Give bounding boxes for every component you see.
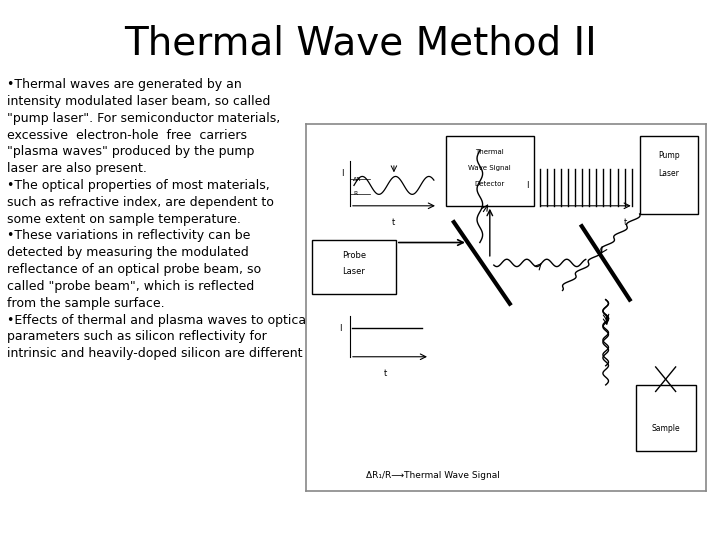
Text: t: t <box>624 218 627 227</box>
Text: I: I <box>526 181 529 190</box>
Bar <box>446 137 534 206</box>
Text: Wave Signal: Wave Signal <box>469 165 511 171</box>
Text: Pump: Pump <box>658 151 680 160</box>
Text: Thermal Wave Method II: Thermal Wave Method II <box>124 24 596 62</box>
Text: Probe: Probe <box>342 251 366 260</box>
Bar <box>636 386 696 450</box>
Text: •Thermal waves are generated by an
intensity modulated laser beam, so called
"pu: •Thermal waves are generated by an inten… <box>7 78 310 360</box>
Text: Laser: Laser <box>658 169 679 178</box>
Text: I: I <box>341 168 343 178</box>
Text: Sample: Sample <box>652 424 680 433</box>
Text: t: t <box>384 369 387 378</box>
Text: I: I <box>338 323 341 333</box>
Text: t: t <box>392 218 395 227</box>
Bar <box>639 137 698 214</box>
Text: ΔR₁/R⟶Thermal Wave Signal: ΔR₁/R⟶Thermal Wave Signal <box>366 470 500 480</box>
Bar <box>312 240 396 294</box>
Text: R: R <box>353 191 357 196</box>
Text: Thermal: Thermal <box>475 148 504 154</box>
Text: Detector: Detector <box>474 181 505 187</box>
Text: ΔR: ΔR <box>353 177 361 182</box>
Text: Laser: Laser <box>343 267 365 276</box>
